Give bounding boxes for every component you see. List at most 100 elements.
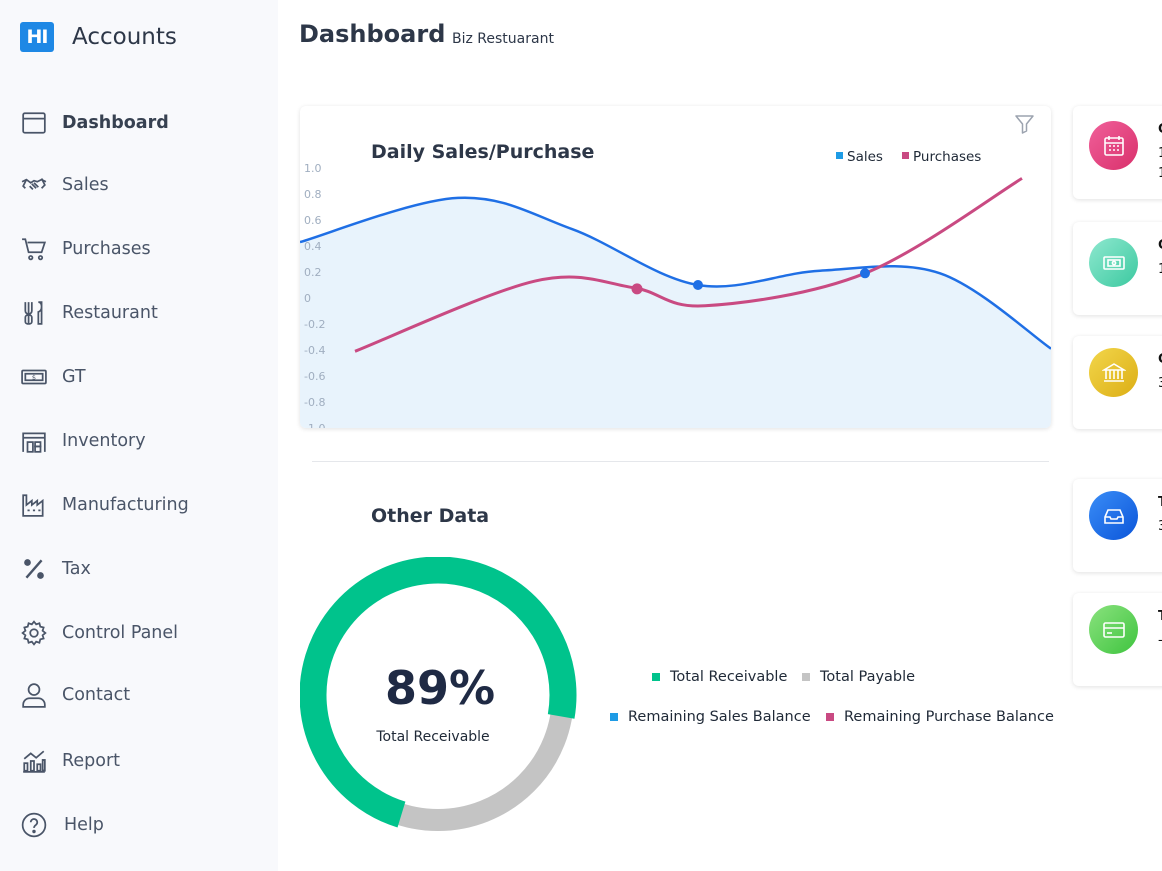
- receivable-donut: 89% Total Receivable: [299, 556, 578, 835]
- stat-card-2[interactable]: C 1: [1073, 222, 1162, 315]
- donut-receivable-arc: [299, 556, 577, 834]
- money-icon: $: [20, 363, 48, 391]
- cash-icon: [1089, 238, 1138, 287]
- sidebar-item-label: Sales: [62, 175, 109, 195]
- legend-label-purchases: Purchases: [913, 149, 981, 165]
- y-tick-label: -1.0: [304, 422, 325, 428]
- sidebar-item-label: Inventory: [62, 431, 146, 451]
- sidebar-item-gt[interactable]: $ GT: [20, 362, 86, 392]
- stat-card-value: 3: [1158, 376, 1162, 391]
- legend-label: Remaining Purchase Balance: [844, 709, 1054, 725]
- sidebar-item-control-panel[interactable]: Control Panel: [20, 618, 178, 648]
- help-icon: [20, 811, 48, 839]
- sidebar-item-inventory[interactable]: Inventory: [20, 426, 146, 456]
- sales-point: [693, 280, 703, 290]
- stat-card-value: -: [1158, 633, 1162, 648]
- page-title: Dashboard: [299, 20, 446, 48]
- legend-swatch: [802, 673, 810, 681]
- gear-icon: [20, 619, 48, 647]
- calendar-icon: [1089, 121, 1138, 170]
- cart-icon: [20, 235, 48, 263]
- brand[interactable]: HI Accounts: [20, 22, 177, 52]
- stat-card-title: T: [1158, 495, 1162, 510]
- warehouse-icon: [20, 427, 48, 455]
- donut-chart: [299, 556, 577, 834]
- stat-card-value: 1: [1158, 146, 1162, 161]
- sidebar-item-label: Help: [64, 815, 104, 835]
- sidebar: HI Accounts Dashboard Sales Purchases Re…: [0, 0, 278, 871]
- purchases-point: [631, 283, 643, 295]
- legend-remaining-sales: Remaining Sales Balance: [610, 709, 811, 725]
- legend-swatch: [610, 713, 618, 721]
- legend-total-payable: Total Payable: [802, 669, 915, 685]
- stat-card-3[interactable]: C 3: [1073, 336, 1162, 429]
- stat-card-title: T: [1158, 609, 1162, 624]
- sales-purchase-chart-card: 1.0 0.8 0.6 0.4 0.2 0 -0.2 -0.4 -0.6 -0.8 -1.0 Dai…: [300, 106, 1051, 428]
- stat-card-1[interactable]: C 1 1: [1073, 106, 1162, 199]
- chart-title: Daily Sales/Purchase: [371, 141, 594, 163]
- legend-swatch: [826, 713, 834, 721]
- sidebar-item-contact[interactable]: Contact: [20, 680, 130, 710]
- sales-area: [300, 197, 1051, 428]
- percent-icon: [20, 555, 48, 583]
- user-icon: [20, 681, 48, 709]
- sidebar-item-report[interactable]: Report: [20, 746, 120, 776]
- y-tick-label: 0.6: [304, 214, 322, 227]
- stat-card-5[interactable]: T -: [1073, 593, 1162, 686]
- sidebar-item-label: GT: [62, 367, 86, 387]
- utensils-icon: [20, 299, 48, 327]
- stat-card-title: C: [1158, 238, 1162, 253]
- stat-card-title: C: [1158, 352, 1162, 367]
- donut-center-label: Total Receivable: [376, 729, 490, 745]
- sidebar-item-label: Purchases: [62, 239, 151, 259]
- sidebar-item-dashboard[interactable]: Dashboard: [20, 108, 169, 138]
- inbox-icon: [1089, 491, 1138, 540]
- stat-card-value: 1: [1158, 166, 1162, 181]
- y-tick-label: 1.0: [304, 162, 322, 175]
- brand-name: Accounts: [72, 24, 177, 50]
- svg-text:$: $: [32, 374, 36, 382]
- legend-swatch-purchases: [902, 152, 909, 159]
- other-data-title: Other Data: [371, 505, 490, 527]
- y-axis-ticks: 1.0 0.8 0.6 0.4 0.2 0 -0.2 -0.4 -0.6 -0.8 -1.0: [304, 162, 325, 428]
- sidebar-item-label: Contact: [62, 685, 131, 705]
- sidebar-item-sales[interactable]: Sales: [20, 170, 109, 200]
- y-tick-label: -0.8: [304, 396, 325, 409]
- legend-swatch-sales: [836, 152, 843, 159]
- factory-icon: [20, 491, 48, 519]
- section-divider: [312, 461, 1049, 462]
- stat-card-value: 1: [1158, 262, 1162, 277]
- stat-card-4[interactable]: T 3: [1073, 479, 1162, 572]
- brand-logo: HI: [20, 22, 54, 52]
- sidebar-item-label: Tax: [62, 559, 91, 579]
- page-subtitle: Biz Restuarant: [452, 31, 554, 47]
- stat-card-value: 3: [1158, 519, 1162, 534]
- sidebar-item-purchases[interactable]: Purchases: [20, 234, 151, 264]
- y-tick-label: 0.4: [304, 240, 322, 253]
- sidebar-item-help[interactable]: Help: [20, 810, 104, 840]
- legend-swatch: [652, 673, 660, 681]
- sidebar-item-label: Restaurant: [62, 303, 158, 323]
- sidebar-item-restaurant[interactable]: Restaurant: [20, 298, 158, 328]
- y-tick-label: -0.6: [304, 370, 325, 383]
- legend-total-receivable: Total Receivable: [652, 669, 787, 685]
- sidebar-item-label: Manufacturing: [62, 495, 189, 515]
- y-tick-label: 0.2: [304, 266, 322, 279]
- window-icon: [20, 109, 48, 137]
- filter-icon[interactable]: [1015, 115, 1034, 134]
- legend-label: Total Payable: [820, 669, 916, 685]
- legend-label: Remaining Sales Balance: [628, 709, 811, 725]
- y-tick-label: -0.2: [304, 318, 325, 331]
- purchases-line: [354, 177, 1023, 353]
- legend-label: Total Receivable: [670, 669, 788, 685]
- sidebar-item-tax[interactable]: Tax: [20, 554, 91, 584]
- card-icon: [1089, 605, 1138, 654]
- y-tick-label: -0.4: [304, 344, 325, 357]
- sidebar-item-label: Report: [62, 751, 121, 771]
- stat-card-title: C: [1158, 122, 1162, 137]
- report-icon: [20, 747, 48, 775]
- y-tick-label: 0.8: [304, 188, 322, 201]
- sidebar-item-manufacturing[interactable]: Manufacturing: [20, 490, 189, 520]
- donut-percent: 89%: [384, 661, 496, 715]
- legend-label-sales: Sales: [847, 149, 883, 165]
